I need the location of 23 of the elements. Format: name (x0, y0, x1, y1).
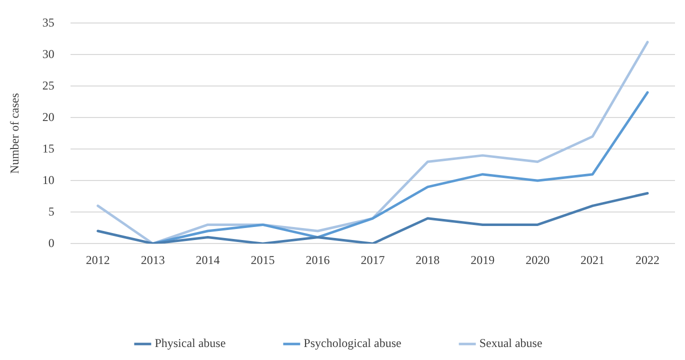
legend-label: Psychological abuse (304, 336, 402, 350)
y-tick-label: 25 (42, 78, 54, 92)
x-tick-label: 2016 (306, 252, 330, 267)
x-tick-label: 2013 (140, 252, 165, 267)
y-tick-label: 5 (48, 204, 54, 218)
y-tick-label: 35 (42, 15, 54, 30)
x-tick-label: 2015 (250, 252, 275, 267)
legend-label: Physical abuse (154, 336, 226, 350)
x-tick-label: 2018 (416, 252, 440, 267)
x-tick-label: 2022 (636, 252, 660, 267)
x-tick-label: 2020 (526, 252, 550, 267)
y-tick-label: 15 (42, 141, 54, 156)
legend-label: Sexual abuse (479, 336, 542, 350)
x-tick-label: 2017 (360, 252, 385, 267)
x-tick-label: 2014 (196, 252, 220, 267)
y-tick-label: 10 (42, 172, 54, 187)
y-tick-label: 30 (42, 46, 54, 61)
x-tick-label: 2012 (86, 252, 110, 267)
y-axis-title: Number of cases (7, 92, 22, 174)
y-tick-label: 20 (42, 110, 54, 124)
x-tick-label: 2019 (470, 252, 495, 267)
y-tick-label: 0 (48, 236, 54, 250)
x-tick-label: 2021 (580, 252, 605, 267)
